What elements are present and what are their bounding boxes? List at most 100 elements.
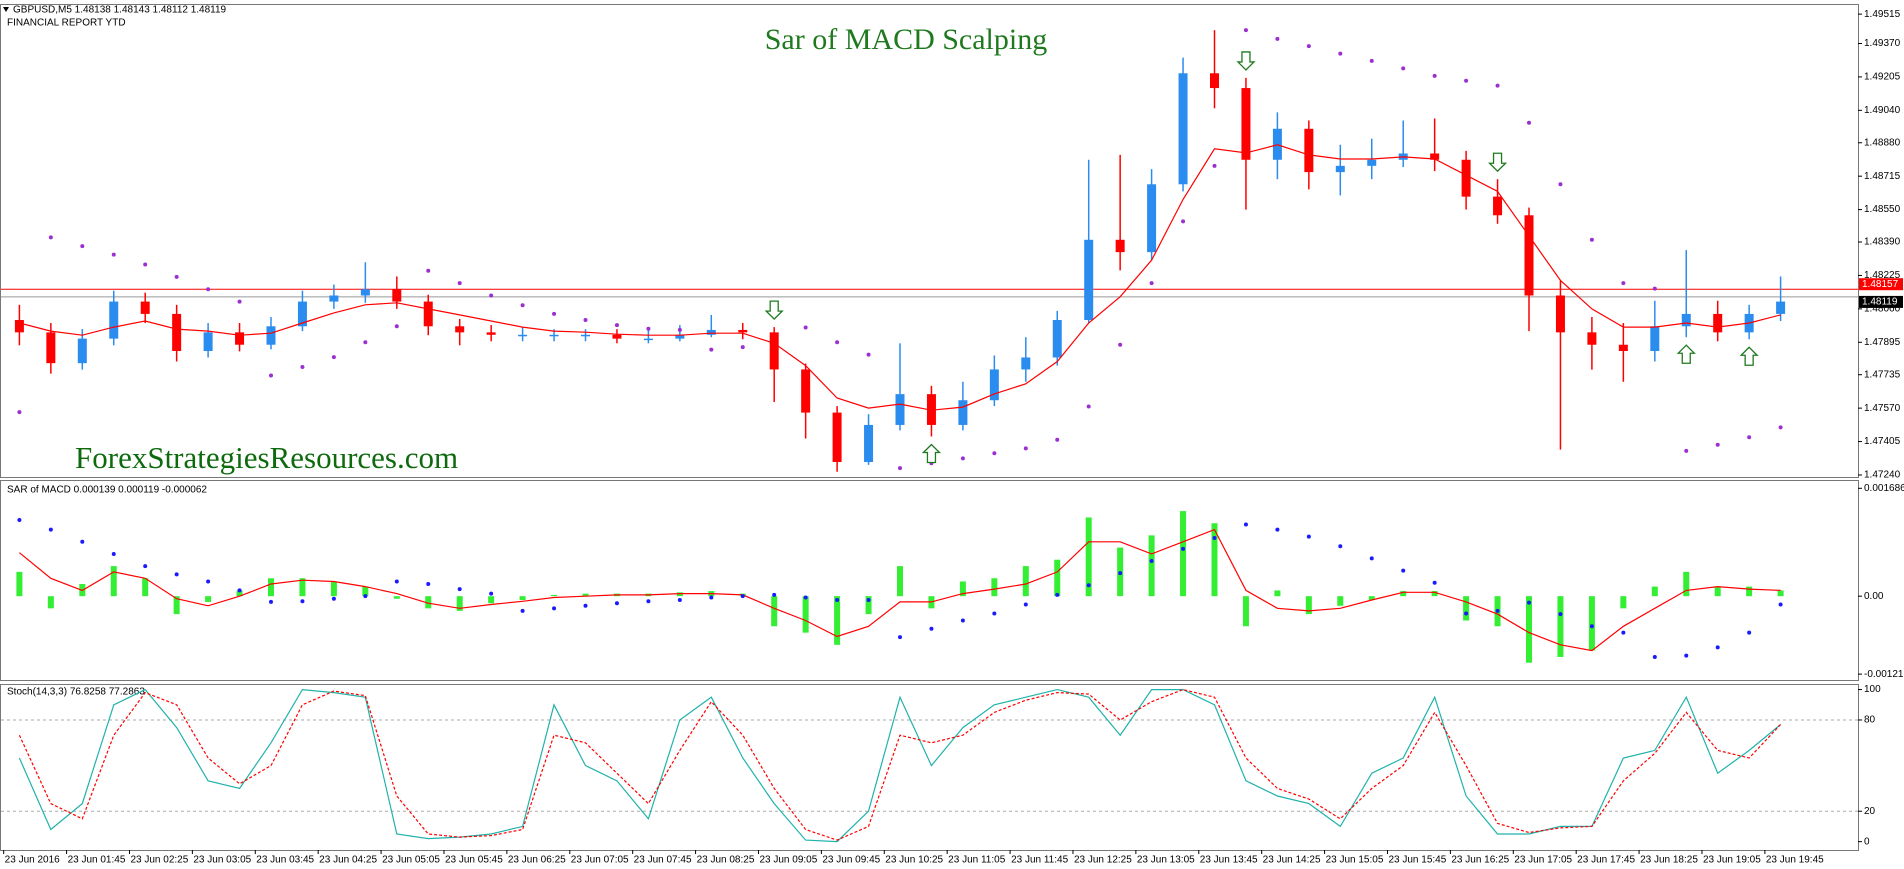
x-tick-label: 23 Jun 16:25 (1451, 855, 1509, 866)
y-tick-label: 20 (1864, 806, 1876, 817)
sar-dot (677, 327, 682, 332)
signal-arrow-down (764, 300, 784, 321)
macd-sar-dot (17, 518, 22, 523)
sar-dot (174, 274, 179, 279)
price-tag-label: 1.48119 (1862, 297, 1898, 308)
candle-body (643, 338, 653, 341)
x-tick-label: 23 Jun 13:05 (1137, 855, 1195, 866)
sar-dot (48, 235, 53, 240)
signal-arrow-down (1487, 152, 1508, 173)
x-tick-label: 23 Jun 19:05 (1703, 855, 1761, 866)
sar-dot (1181, 219, 1186, 224)
macd-bar (330, 581, 337, 597)
moving-average (19, 144, 1781, 411)
macd-bar (834, 596, 841, 645)
candle-body (1178, 73, 1188, 185)
x-tick-label: 23 Jun 12:25 (1074, 855, 1132, 866)
macd-sar-dot (1621, 630, 1626, 635)
sar-dot (206, 287, 211, 292)
macd-bar (236, 590, 243, 597)
sar-dot (394, 324, 399, 329)
macd-sar-dot (866, 598, 871, 603)
price-tag (1859, 295, 1903, 308)
macd-bar (1242, 596, 1249, 627)
macd-bar (1651, 586, 1658, 597)
sar-dot (17, 410, 22, 415)
y-tick-label: 1.47240 (1864, 470, 1901, 481)
sar-dot (1558, 182, 1563, 187)
y-tick-label: 1.47405 (1864, 436, 1901, 447)
sar-dot (143, 262, 148, 267)
macd-sar-dot (48, 527, 53, 532)
x-tick-label: 23 Jun 19:45 (1766, 855, 1824, 866)
macd-sar-dot (174, 572, 179, 577)
candle-body (1052, 320, 1062, 358)
sar-dot (1055, 437, 1060, 442)
sar-dot (1747, 435, 1752, 440)
x-tick-label: 23 Jun 15:05 (1326, 855, 1384, 866)
sar-dot (237, 299, 242, 304)
macd-bar (1400, 591, 1407, 597)
candle-body (1650, 326, 1660, 351)
candle-body (360, 289, 370, 296)
macd-header: SAR of MACD 0.000139 0.000119 -0.000062 (7, 485, 207, 496)
macd-sar-dot (772, 592, 777, 597)
macd-bar (1180, 511, 1187, 597)
macd-sar-dot (1181, 546, 1186, 551)
x-tick-label: 23 Jun 09:45 (822, 855, 880, 866)
y-tick-label: 1.47735 (1864, 369, 1901, 380)
sar-dot (1464, 78, 1469, 83)
macd-bar (771, 596, 778, 627)
candle-body (1084, 239, 1094, 321)
sar-dot (614, 323, 619, 328)
candle-body (864, 424, 874, 463)
y-tick-label: 1.49040 (1864, 105, 1901, 116)
macd-sar-dot (1495, 608, 1500, 613)
stoch-panel (0, 684, 1859, 851)
macd-sar-dot (552, 606, 557, 611)
candle-body (675, 334, 685, 339)
macd-sar-dot (1464, 611, 1469, 616)
macd-bar (959, 581, 966, 597)
sar-dot (1338, 51, 1343, 56)
macd-sar-dot (709, 595, 714, 600)
sar-dot (1621, 281, 1626, 286)
sar-dot (489, 293, 494, 298)
subheader: FINANCIAL REPORT YTD (7, 18, 126, 29)
macd-bar (268, 578, 274, 597)
candle-body (1021, 357, 1031, 370)
candle-body (1524, 215, 1534, 296)
candle-body (1115, 239, 1125, 253)
y-tick-label: 1.49515 (1864, 9, 1901, 20)
candle-body (203, 332, 213, 351)
candle-body (486, 332, 496, 335)
y-tick-label: 0.001686 (1864, 483, 1904, 494)
stoch-header: Stoch(14,3,3) 76.8258 77.2863 (7, 687, 145, 698)
candle-body (46, 332, 56, 364)
x-tick-label: 23 Jun 01:45 (68, 855, 126, 866)
candle-body (1681, 313, 1691, 327)
y-tick-label: 80 (1864, 715, 1876, 726)
macd-bar (1337, 596, 1344, 606)
candle-body (266, 326, 276, 345)
macd-sar-dot (740, 594, 745, 599)
macd-signal (19, 528, 1781, 652)
candle-body (1555, 295, 1565, 333)
symbol-header: GBPUSD,M5 1.48138 1.48143 1.48112 1.4811… (13, 5, 227, 16)
sar-dot (898, 466, 902, 471)
price-tag-label: 1.48157 (1862, 279, 1899, 290)
candle-body (549, 334, 559, 337)
macd-bar (456, 596, 463, 611)
macd-bar (1557, 596, 1564, 657)
macd-bar (991, 578, 998, 597)
macd-sar-dot (489, 591, 494, 596)
sar-dot (520, 303, 525, 308)
y-tick-label: 1.48550 (1864, 204, 1901, 215)
macd-sar-dot (1715, 645, 1720, 650)
macd-bar (1777, 590, 1784, 597)
x-tick-label: 23 Jun 18:25 (1640, 855, 1698, 866)
x-tick-label: 23 Jun 11:05 (948, 855, 1006, 866)
candle-body (1430, 153, 1440, 160)
candle-body (1367, 159, 1377, 166)
